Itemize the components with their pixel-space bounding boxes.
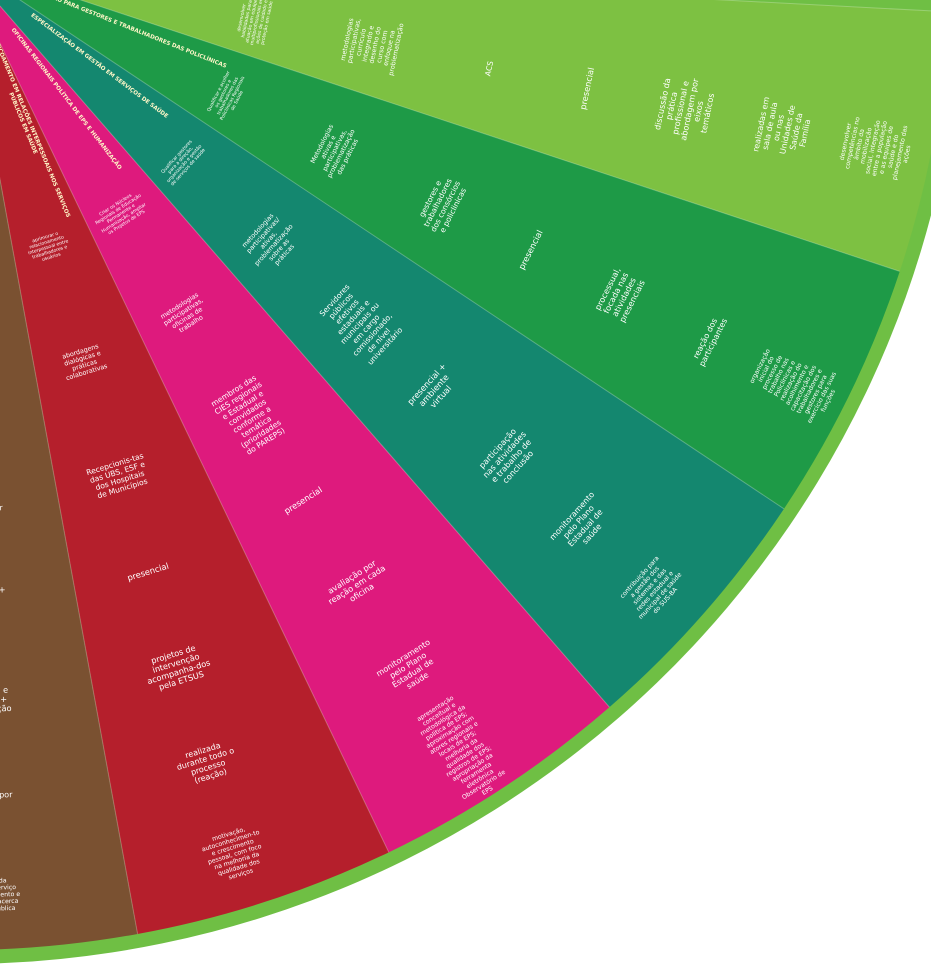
- wedge-cell: presencial +ambientevirtual: [0, 584, 6, 614]
- wedge-shape: [0, 179, 138, 950]
- wedge-fomentar-experiencias: fomentar experiênciasinovadorasmetodolog…: [0, 176, 139, 950]
- wedge-separator: [0, 5, 610, 708]
- wedge-shape: [80, 0, 931, 272]
- wedge-shape: [0, 43, 389, 934]
- wedge-cell: organizaçãoinicial doprocesso detrabalho…: [744, 340, 844, 428]
- wedge-cell: processual eformativa +autoavaliação: [0, 685, 12, 715]
- wedge-cell: Recepcionis-tasdas UBS, ESF edos Hospita…: [85, 451, 152, 501]
- wedge-cell: ACS: [483, 60, 495, 77]
- wedge-oficinas-regionais: OFICINAS REGIONAIS POLÍTICA DE EPS E HUM…: [0, 5, 610, 853]
- wedge-cell: avaliação porreação: [0, 790, 14, 810]
- wedge-separator: [79, 0, 900, 272]
- wedge-formacao-tecnica-acs: FORMAÇÃO TÉCNICA DOS ACSdesenvolverhabil…: [80, 0, 931, 272]
- wedge-shape: [0, 0, 784, 708]
- wedge-separator: [19, 0, 785, 510]
- wedge-aperfeicoamento: APERFEIÇOAMENTO EM RELAÇÕES INTERPESSOAI…: [0, 23, 390, 934]
- wedge-separator: [713, 0, 931, 12]
- wedge-cell: realizadadurante todo oprocesso(reação): [173, 737, 240, 789]
- wedge-shape: [0, 6, 610, 853]
- wedge-shape: [20, 0, 900, 509]
- wedge-cell: apresentaçãoconceitual emetodológica dap…: [410, 691, 513, 809]
- wedge-separator: [0, 176, 139, 935]
- wedge-separator: [0, 42, 390, 853]
- wedge-group: FORMAÇÃO TÉCNICA DOS ACSdesenvolverhabil…: [0, 0, 931, 950]
